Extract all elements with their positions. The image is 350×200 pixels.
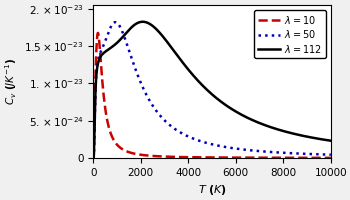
- $\lambda = 50$: [299, 152, 303, 155]
- $\lambda = 112$: [299, 134, 303, 137]
- $\lambda = 10$: [132, 152, 137, 155]
- $\lambda = 10$: [329, 157, 333, 159]
- $\lambda = 112$: [91, 157, 95, 159]
- $\lambda = 10$: [96, 32, 100, 34]
- $\lambda = 10$: [324, 157, 328, 159]
- Line: $\lambda = 10$: $\lambda = 10$: [93, 33, 331, 158]
- $\lambda = 50$: [193, 138, 197, 140]
- $\lambda = 50$: [113, 21, 118, 23]
- $\lambda = 10$: [182, 156, 187, 158]
- Line: $\lambda = 112$: $\lambda = 112$: [93, 22, 331, 158]
- $\lambda = 112$: [141, 21, 145, 23]
- $\lambda = 50$: [324, 153, 328, 156]
- $\lambda = 112$: [324, 139, 328, 141]
- $\lambda = 50$: [329, 153, 333, 156]
- $\lambda = 50$: [132, 65, 137, 68]
- $\lambda = 10$: [193, 156, 197, 158]
- X-axis label: $\mathit{T}$ $\mathbf{(}$$\mathit{K}$$\mathbf{)}$: $\mathit{T}$ $\mathbf{(}$$\mathit{K}$$\m…: [198, 183, 226, 197]
- $\lambda = 112$: [132, 24, 137, 26]
- $\lambda = 112$: [329, 140, 333, 142]
- $\lambda = 50$: [91, 157, 95, 159]
- Y-axis label: $\mathit{C_v}$ $\mathbf{(}$$\mathit{JK^{-1}}$$\mathbf{)}$: $\mathit{C_v}$ $\mathbf{(}$$\mathit{JK^{…: [3, 58, 19, 105]
- $\lambda = 112$: [182, 64, 187, 66]
- $\lambda = 10$: [299, 157, 303, 159]
- Line: $\lambda = 50$: $\lambda = 50$: [93, 22, 331, 158]
- $\lambda = 50$: [118, 26, 122, 29]
- $\lambda = 10$: [118, 147, 122, 149]
- $\lambda = 112$: [118, 38, 122, 41]
- $\lambda = 112$: [193, 76, 197, 78]
- $\lambda = 50$: [182, 133, 187, 136]
- Legend: $\lambda = 10$, $\lambda = 50$, $\lambda = 112$: $\lambda = 10$, $\lambda = 50$, $\lambda…: [254, 10, 326, 58]
- $\lambda = 10$: [91, 157, 95, 159]
